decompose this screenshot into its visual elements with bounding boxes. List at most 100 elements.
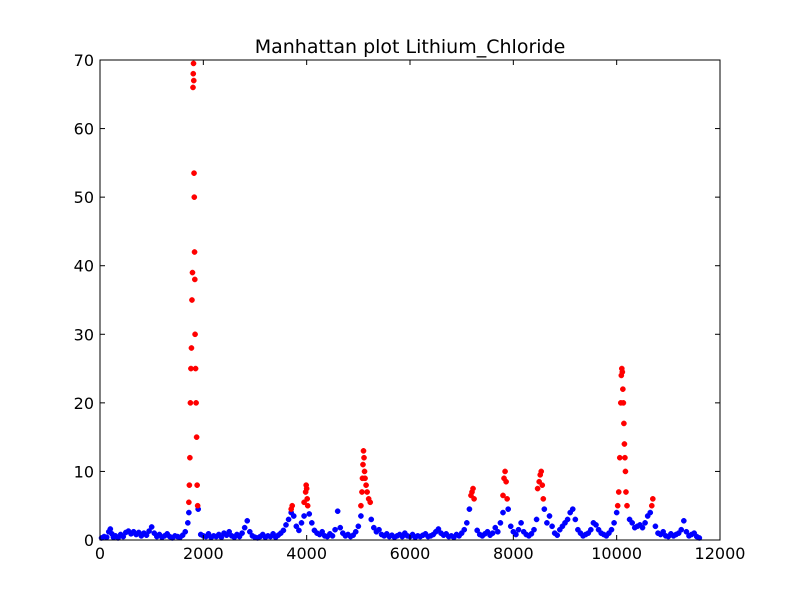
point-baseline-20 [146,528,152,534]
point-baseline-199 [647,509,654,516]
point-baseline-196 [639,524,646,531]
data-points [98,60,703,541]
point-baseline-173 [569,506,576,512]
point-baseline-89 [332,526,338,533]
point-significant-30 [358,502,364,509]
point-baseline-72 [285,516,292,523]
x-tick-label: 0 [95,544,105,563]
x-tick-label: 10000 [591,544,642,563]
point-baseline-145 [489,530,496,536]
point-baseline-70 [280,527,287,534]
point-baseline-150 [505,506,512,512]
point-significant-71 [624,502,630,509]
point-significant-48 [502,468,508,475]
point-significant-58 [615,489,622,495]
point-significant-50 [504,496,510,502]
point-significant-12 [191,170,197,176]
y-tick-label: 20 [74,394,94,413]
point-baseline-200 [652,523,659,530]
point-significant-55 [539,482,546,488]
point-baseline-2 [103,534,110,541]
point-baseline-155 [518,520,524,526]
point-significant-72 [648,502,655,509]
point-baseline-164 [546,513,553,519]
point-significant-35 [361,454,367,461]
point-significant-33 [360,461,366,468]
point-significant-59 [616,454,623,461]
point-significant-34 [360,448,367,454]
point-significant-6 [189,297,195,303]
point-baseline-90 [334,508,341,515]
point-baseline-56 [244,517,251,524]
point-baseline-180 [587,526,594,533]
point-baseline-189 [611,520,617,526]
point-significant-28 [304,496,311,502]
point-significant-65 [620,400,627,406]
point-significant-37 [362,475,368,482]
point-baseline-75 [293,523,300,530]
point-baseline-101 [370,524,377,531]
point-baseline-49 [226,528,233,535]
point-baseline-151 [507,523,514,530]
point-baseline-4 [107,526,114,532]
point-significant-69 [622,468,629,475]
point-baseline-182 [593,522,599,528]
point-baseline-190 [613,509,620,516]
point-baseline-34 [182,528,189,535]
point-significant-8 [190,84,196,91]
point-significant-54 [538,468,545,475]
point-significant-0 [186,499,192,506]
point-baseline-19 [143,532,150,539]
point-baseline-35 [184,520,191,526]
point-significant-18 [193,400,199,406]
point-significant-21 [194,502,201,509]
point-significant-36 [361,468,368,475]
point-baseline-55 [241,524,248,531]
point-baseline-165 [549,523,555,530]
chart-title: Manhattan plot Lithium_Chloride [255,36,566,58]
y-tick-label: 50 [74,188,94,207]
point-baseline-138 [466,506,473,512]
x-tick-label: 8000 [493,544,534,563]
point-baseline-137 [463,520,470,526]
point-baseline-100 [368,516,375,523]
point-significant-9 [190,70,197,77]
y-tick-label: 0 [84,531,94,550]
point-significant-67 [621,441,628,447]
point-significant-19 [193,434,200,440]
point-baseline-126 [435,526,442,532]
point-significant-7 [189,269,196,276]
point-baseline-91 [337,524,344,531]
point-baseline-84 [319,528,326,535]
point-baseline-171 [564,516,571,523]
point-baseline-36 [186,509,192,516]
point-significant-57 [614,502,621,509]
point-baseline-153 [513,531,519,538]
point-baseline-98 [355,523,362,530]
point-significant-16 [192,331,198,338]
point-baseline-167 [554,532,561,539]
point-baseline-197 [642,520,648,526]
x-axis: 0 2000 4000 6000 8000 10000 12000 [95,60,746,563]
x-tick-label: 12000 [695,544,746,563]
point-baseline-10 [120,533,127,540]
point-significant-2 [187,454,193,461]
point-significant-38 [363,482,369,488]
point-baseline-148 [497,520,504,526]
point-significant-70 [623,489,629,495]
point-significant-29 [304,502,311,509]
point-baseline-188 [608,526,615,533]
point-baseline-174 [572,516,579,523]
point-baseline-217 [696,535,703,541]
point-significant-49 [503,478,509,485]
point-significant-3 [187,400,194,406]
point-baseline-78 [301,513,307,519]
point-significant-39 [364,489,370,495]
x-tick-label: 6000 [390,544,431,563]
point-significant-20 [194,482,200,488]
point-baseline-147 [494,528,501,535]
point-baseline-139 [474,527,481,534]
y-tick-label: 40 [74,257,94,276]
